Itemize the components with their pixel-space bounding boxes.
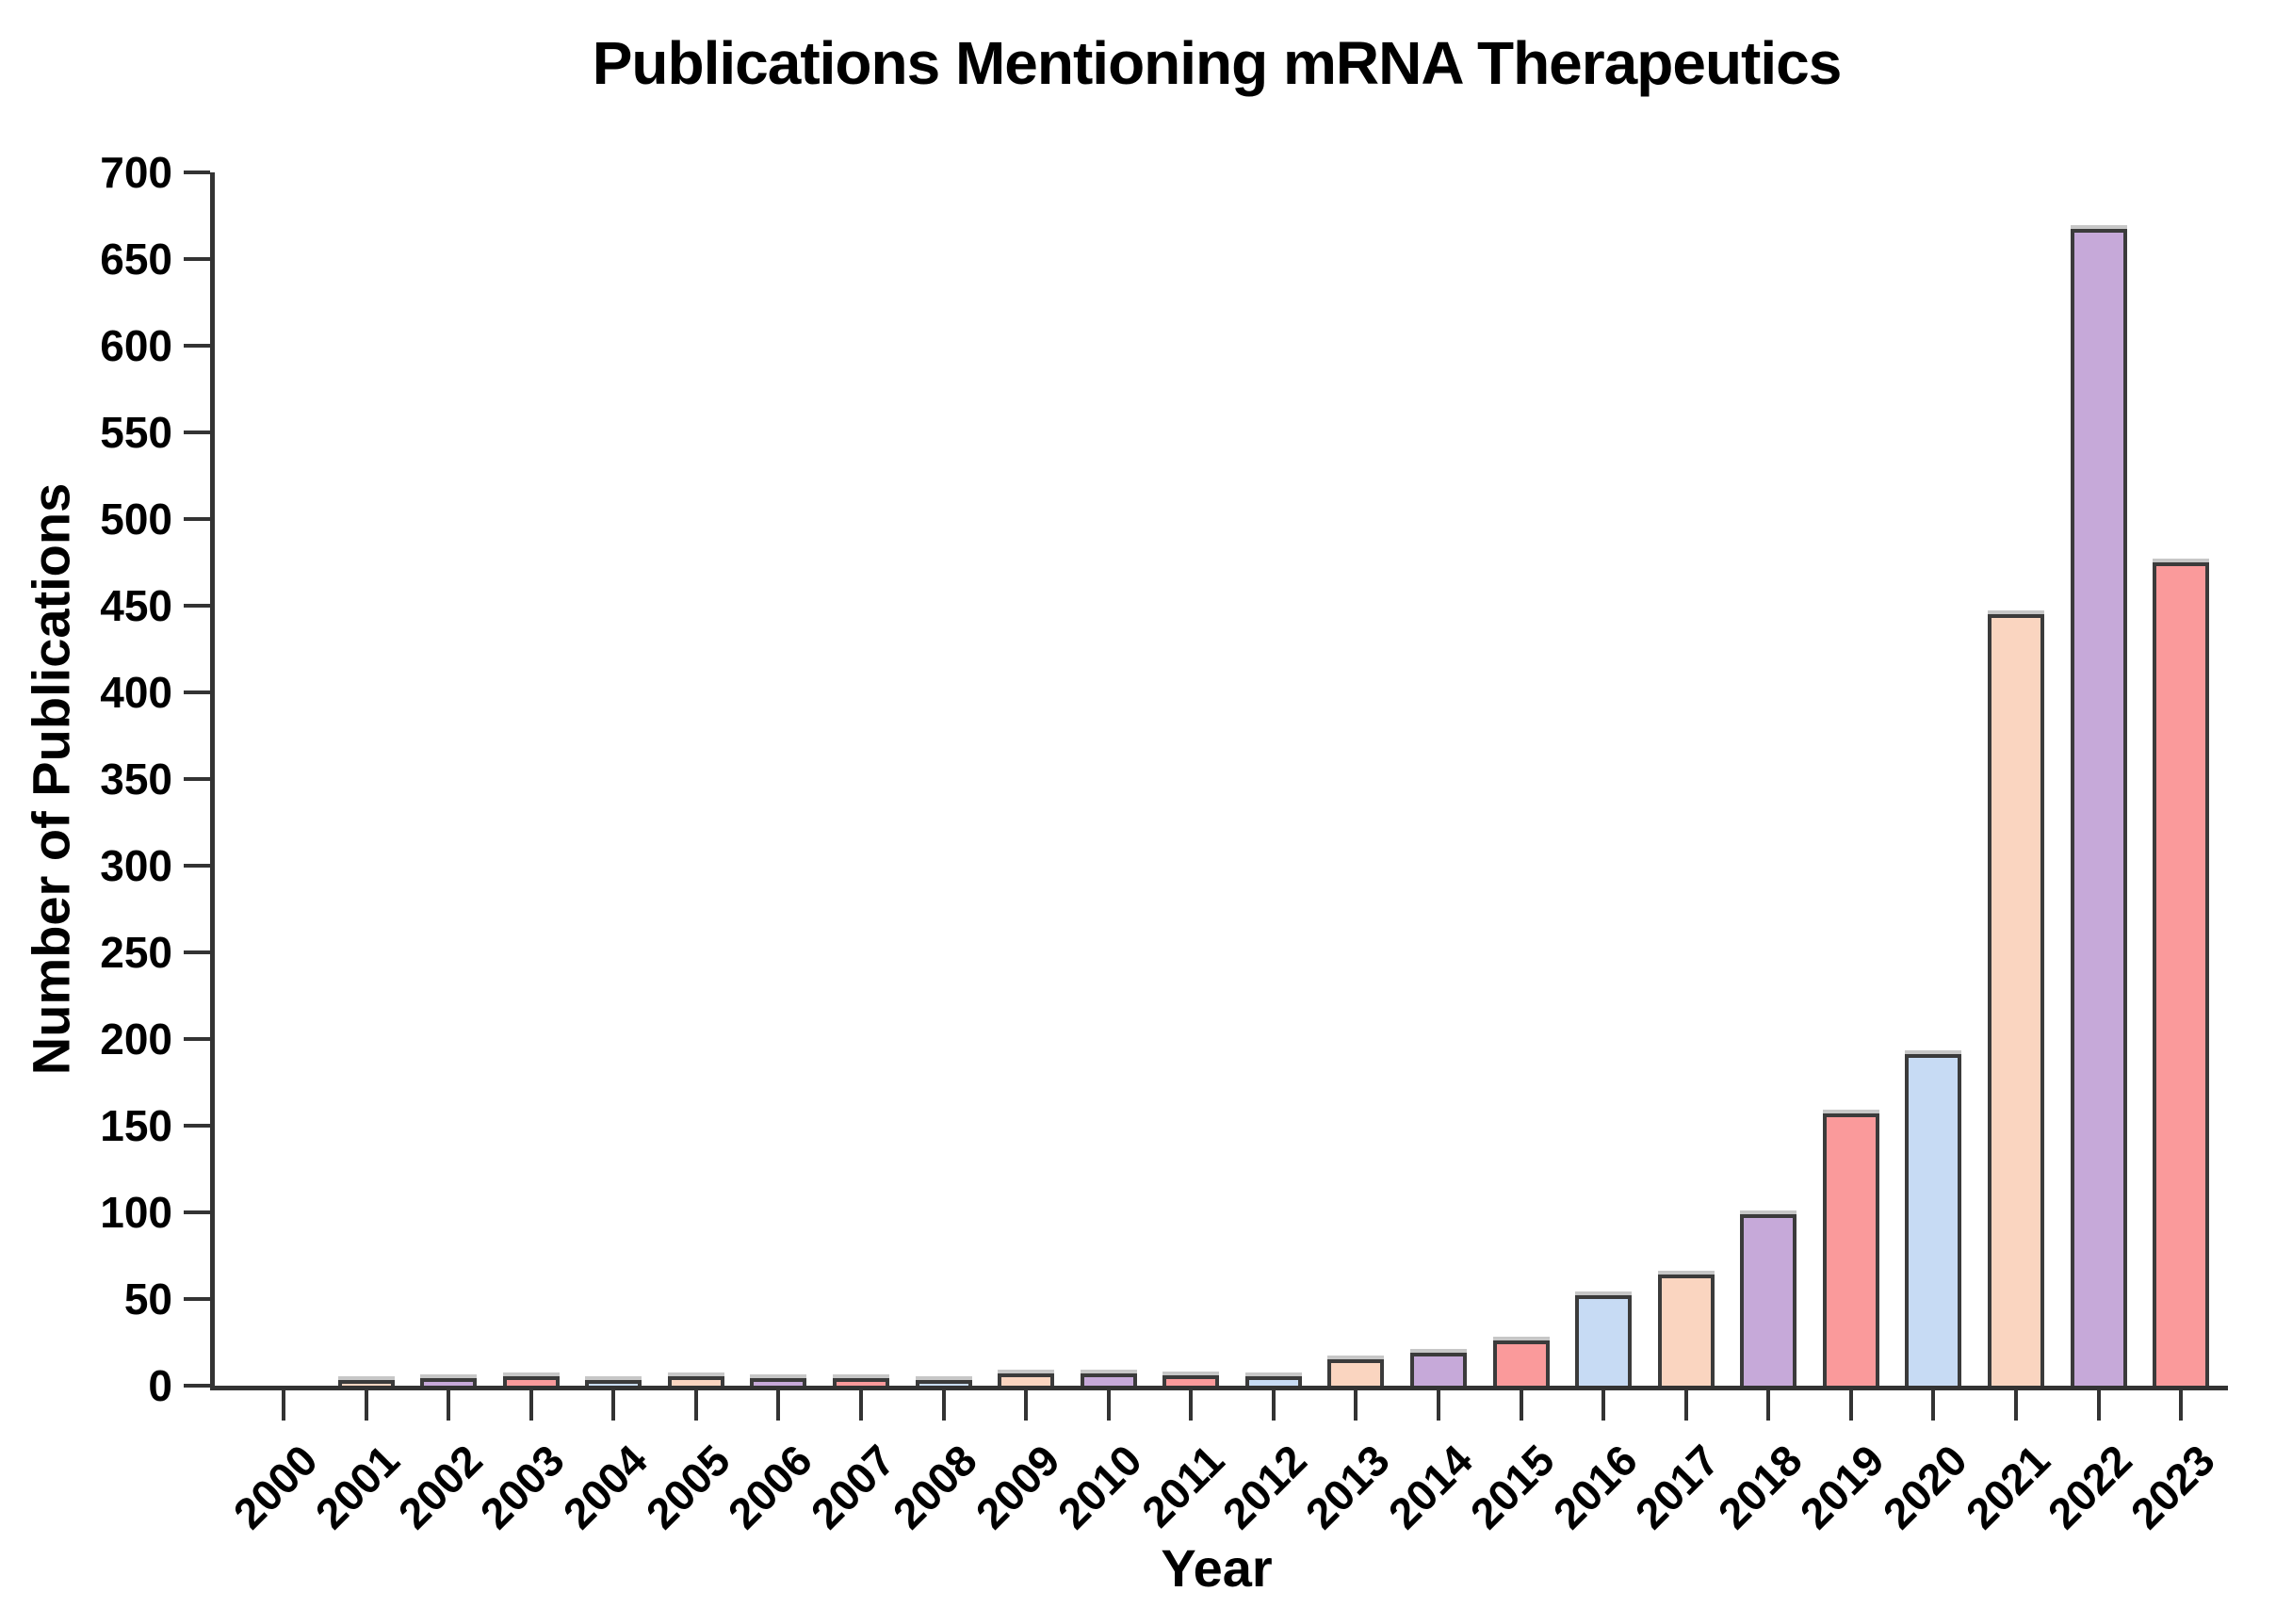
bar-2010 — [1080, 1372, 1137, 1386]
bar-2002 — [420, 1378, 478, 1386]
x-axis-tick — [2179, 1390, 2184, 1421]
bar-2001 — [337, 1380, 395, 1386]
y-tick-label: 400 — [100, 668, 172, 717]
y-axis-tick — [184, 950, 210, 954]
bar-2017 — [1657, 1274, 1715, 1386]
x-axis-tick — [1024, 1390, 1029, 1421]
y-tick-label: 350 — [100, 755, 172, 804]
x-axis-tick — [1601, 1390, 1606, 1421]
bar-2013 — [1327, 1359, 1385, 1386]
y-tick-label: 50 — [123, 1275, 172, 1324]
y-tick-label: 0 — [148, 1361, 172, 1410]
y-axis-tick — [184, 1384, 210, 1388]
bar-2023 — [2153, 561, 2210, 1386]
bar-2021 — [1987, 613, 2044, 1386]
y-axis-tick — [184, 257, 210, 261]
x-axis-tick — [1106, 1390, 1111, 1421]
bar-2020 — [1905, 1054, 1962, 1386]
x-axis-tick — [1436, 1390, 1440, 1421]
y-tick-label: 150 — [100, 1101, 172, 1150]
x-axis-tick — [282, 1390, 285, 1421]
y-axis-tick — [184, 690, 210, 694]
x-axis-tick — [1766, 1390, 1771, 1421]
bar-2011 — [1162, 1374, 1220, 1386]
bar-2008 — [915, 1380, 972, 1386]
bar-2022 — [2070, 229, 2127, 1386]
bar-2012 — [1244, 1376, 1302, 1386]
x-axis-tick — [858, 1390, 863, 1421]
bar-2015 — [1492, 1340, 1550, 1386]
x-axis-label: Year — [1161, 1538, 1273, 1598]
y-axis-tick — [184, 1124, 210, 1128]
x-axis-tick — [1271, 1390, 1276, 1421]
x-axis-tick — [776, 1390, 781, 1421]
bar-2005 — [667, 1376, 724, 1386]
y-axis-label: Number of Publications — [21, 482, 81, 1076]
x-axis-tick — [693, 1390, 698, 1421]
y-axis-tick — [184, 344, 210, 348]
x-axis-tick — [1848, 1390, 1853, 1421]
x-axis-tick — [1354, 1390, 1358, 1421]
y-axis-tick — [184, 517, 210, 521]
x-axis-tick — [611, 1390, 616, 1421]
x-axis-tick — [1189, 1390, 1194, 1421]
bar-2004 — [585, 1380, 642, 1386]
bar-2019 — [1822, 1112, 1879, 1386]
y-tick-label: 450 — [100, 581, 172, 630]
x-axis-tick — [364, 1390, 368, 1421]
x-axis-tick — [2096, 1390, 2101, 1421]
y-axis-tick — [184, 777, 210, 781]
y-tick-label: 700 — [100, 148, 172, 197]
y-tick-label: 550 — [100, 408, 172, 457]
y-tick-label: 500 — [100, 495, 172, 544]
bar-2003 — [502, 1376, 560, 1386]
y-axis-tick — [184, 1037, 210, 1041]
y-tick-label: 600 — [100, 321, 172, 370]
y-tick-label: 100 — [100, 1188, 172, 1237]
y-tick-label: 250 — [100, 928, 172, 977]
bar-2014 — [1409, 1352, 1467, 1386]
y-axis-tick — [184, 1297, 210, 1301]
x-axis-tick — [1931, 1390, 1936, 1421]
y-tick-label: 200 — [100, 1015, 172, 1064]
x-axis-tick — [528, 1390, 533, 1421]
x-axis-tick — [2013, 1390, 2018, 1421]
bar-2016 — [1575, 1295, 1633, 1386]
y-axis-tick — [184, 430, 210, 434]
x-axis-tick — [447, 1390, 451, 1421]
y-axis-tick — [184, 864, 210, 868]
bar-2006 — [750, 1378, 807, 1386]
bar-2009 — [998, 1372, 1055, 1386]
y-tick-label: 650 — [100, 235, 172, 284]
y-tick-label: 300 — [100, 841, 172, 890]
x-axis-tick — [941, 1390, 946, 1421]
x-axis-tick — [1683, 1390, 1688, 1421]
x-axis-tick — [1519, 1390, 1523, 1421]
plot-area: 0 50 100 150 200 250 300 350 400 450 500 550 600 650 7… — [100, 148, 2228, 1538]
bar-2007 — [832, 1378, 889, 1386]
y-axis-tick — [184, 604, 210, 608]
y-axis-tick — [184, 171, 210, 174]
y-axis-tick — [184, 1210, 210, 1214]
bar-2018 — [1740, 1213, 1797, 1386]
chart-title: Publications Mentioning mRNA Therapeutic… — [592, 29, 1843, 97]
